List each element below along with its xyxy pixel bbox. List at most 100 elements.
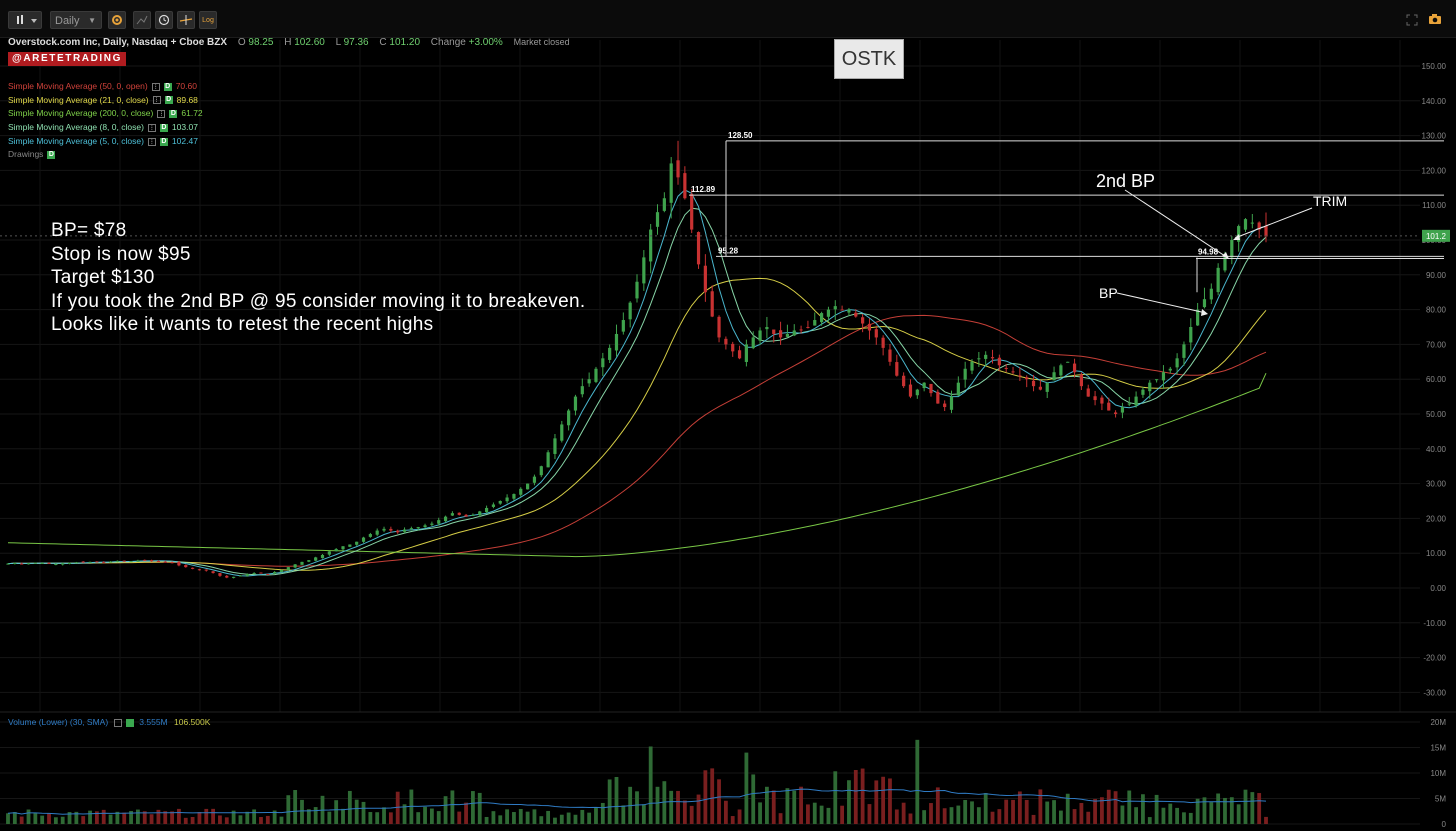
candle-body <box>567 410 571 426</box>
volume-bar <box>457 811 462 824</box>
volume-bar <box>218 815 222 824</box>
volume-bar <box>252 809 257 824</box>
candle-body <box>690 194 694 230</box>
data-window-icon[interactable]: D <box>163 82 172 91</box>
candle-body <box>20 563 24 565</box>
indicator-settings-icon[interactable] <box>113 718 122 727</box>
indicator-settings-icon[interactable]: ⁝ <box>152 96 161 105</box>
chart-grid <box>0 40 1456 713</box>
candle-body <box>1168 368 1172 371</box>
price-level-label: 128.50 <box>728 131 753 140</box>
drawings-label: Drawings <box>8 149 44 160</box>
candle-body <box>232 576 236 578</box>
drawings-row[interactable]: Drawings D <box>8 148 203 162</box>
indicator-settings-icon[interactable]: ⁝ <box>147 123 156 132</box>
price-tick-label: 140.00 <box>1422 97 1447 106</box>
volume-bar <box>676 790 680 824</box>
volume-bar <box>388 812 393 824</box>
candle-body <box>505 497 509 502</box>
bar-style-button[interactable] <box>8 11 42 29</box>
legend-item[interactable]: Simple Moving Average (5, 0, close) ⁝ D 102… <box>8 135 203 149</box>
annotation-bp: BP <box>1099 285 1118 301</box>
volume-bar <box>354 799 359 824</box>
data-window-icon[interactable]: D <box>159 137 168 146</box>
volume-bar <box>1086 811 1091 824</box>
indicator-settings-icon[interactable]: ⁝ <box>151 82 160 91</box>
candle-body <box>601 358 605 368</box>
volume-bar <box>997 809 1002 824</box>
candle-body <box>361 537 366 542</box>
drawing-tool-button[interactable] <box>177 11 195 29</box>
price-tick-label: 90.00 <box>1426 271 1447 280</box>
legend-item-name: Simple Moving Average (8, 0, close) <box>8 122 144 133</box>
volume-indicator-name: Volume (Lower) (30, SMA) <box>8 717 109 727</box>
candle-body <box>225 575 229 578</box>
legend-item[interactable]: Simple Moving Average (50, 0, open) ⁝ D 70.… <box>8 80 203 94</box>
volume-bar <box>265 815 270 824</box>
last-price-tag <box>1422 229 1450 242</box>
note-line: Stop is now $95 <box>51 243 191 265</box>
volume-bar <box>929 803 933 824</box>
interval-select[interactable]: Daily ▼ <box>50 11 102 29</box>
crosshair-button[interactable] <box>133 11 151 29</box>
volume-bar <box>122 812 127 824</box>
camera-icon[interactable] <box>1428 13 1442 25</box>
volume-bar <box>553 817 557 824</box>
settings-button[interactable] <box>108 11 126 29</box>
candle-body <box>1223 253 1227 271</box>
candle-body <box>717 316 721 338</box>
low-label: L <box>335 37 341 48</box>
indicator-settings-icon[interactable]: ⁝ <box>157 110 166 119</box>
volume-bar <box>963 799 968 824</box>
fullscreen-icon[interactable] <box>1406 14 1418 26</box>
candle-body <box>450 513 455 516</box>
data-window-icon[interactable]: D <box>169 110 178 119</box>
volume-bar <box>416 812 421 824</box>
market-status: Market closed <box>513 37 570 47</box>
volume-bar <box>498 815 503 824</box>
annotation-2nd-bp: 2nd BP <box>1096 171 1155 191</box>
legend-item[interactable]: Simple Moving Average (8, 0, close) ⁝ D 103… <box>8 121 203 135</box>
candle-body <box>1018 375 1022 377</box>
volume-bar <box>293 790 298 824</box>
candle-body <box>1134 396 1138 406</box>
price-tick-label: 60.00 <box>1426 375 1447 384</box>
candle-body <box>635 281 639 299</box>
log-scale-button[interactable]: Log <box>199 11 217 29</box>
data-window-icon[interactable]: D <box>164 96 173 105</box>
clock-button[interactable] <box>155 11 173 29</box>
price-level-label: 112.89 <box>691 185 716 194</box>
legend-item[interactable]: Simple Moving Average (21, 0, close) ⁝ D 89… <box>8 94 203 108</box>
volume-bar <box>163 811 168 824</box>
legend-item[interactable]: Simple Moving Average (200, 0, close) ⁝ D 6… <box>8 107 203 121</box>
volume-bar <box>471 791 475 824</box>
volume-bar <box>286 795 291 824</box>
candle-layer <box>6 140 1268 579</box>
candle-body <box>915 389 919 396</box>
candle-body <box>26 563 31 565</box>
volume-bar <box>94 811 99 824</box>
data-window-icon[interactable]: D <box>47 151 56 160</box>
candle-body <box>614 333 619 351</box>
candle-body <box>320 554 325 559</box>
candle-body <box>990 357 995 359</box>
volume-bar <box>655 786 660 824</box>
candle-body <box>1107 402 1111 411</box>
volume-bar <box>806 804 810 824</box>
candle-body <box>874 329 878 338</box>
data-window-icon[interactable]: D <box>159 123 168 132</box>
bar-style-icon <box>17 15 37 24</box>
legend-item-value: 89.68 <box>176 94 198 105</box>
volume-bar <box>115 811 120 824</box>
low-value: 97.36 <box>343 37 369 48</box>
volume-bar <box>710 768 715 824</box>
data-window-icon[interactable] <box>125 718 134 727</box>
volume-bar <box>1011 799 1015 824</box>
indicator-settings-icon[interactable]: ⁝ <box>147 137 156 146</box>
candle-body <box>74 562 78 564</box>
candle-body <box>819 313 824 323</box>
volume-bar <box>1147 817 1152 824</box>
volume-bar <box>717 779 721 824</box>
candle-body <box>1072 363 1077 373</box>
